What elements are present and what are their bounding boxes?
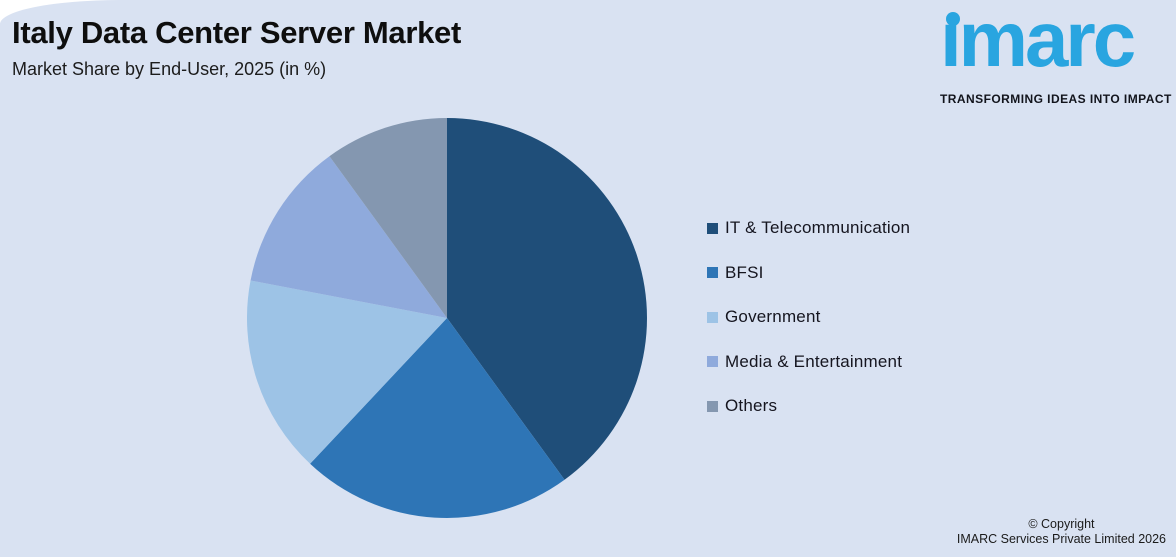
page-subtitle: Market Share by End-User, 2025 (in %) [12,59,327,80]
pie-slice-3 [247,280,447,464]
legend-label: Government [725,307,821,326]
legend-swatch-icon [707,267,718,278]
legend-label: Media & Entertainment [725,351,903,371]
page-title: Italy Data Center Server Market [12,15,462,50]
pie-slice-5 [329,118,447,318]
pie-slice-2 [310,318,565,518]
legend: IT & Telecommunication BFSI Government Medi… [707,214,910,420]
logo-dot-icon [946,12,960,26]
header: Italy Data Center Server Market Market S… [12,15,462,80]
legend-swatch-icon [707,356,718,367]
logo-wordmark: ımarc [940,0,1136,83]
legend-item: Others [707,392,910,420]
legend-label: BFSI [725,262,764,282]
logo-tagline: TRANSFORMING IDEAS INTO IMPACT [940,92,1172,106]
legend-item: Media & Entertainment [707,348,910,376]
legend-item: IT & Telecommunication [707,214,910,242]
copyright-notice: © Copyright IMARC Services Private Limit… [957,517,1166,547]
copyright-line1: © Copyright [1028,517,1095,531]
legend-swatch-icon [707,222,718,234]
legend-label: IT & Telecommunication [725,218,911,237]
legend-swatch-icon [707,311,718,323]
legend-label: Others [725,396,778,415]
legend-item: Government [707,303,910,331]
pie-slice-1 [447,118,647,480]
legend-item: BFSI [707,259,910,287]
pie-slice-4 [250,156,447,318]
legend-swatch-icon [707,400,718,412]
imarc-logo: ımarc TRANSFORMING IDEAS INTO IMPACT [940,0,1172,110]
pie-chart [247,118,647,518]
copyright-line2: IMARC Services Private Limited 2026 [956,532,1166,546]
